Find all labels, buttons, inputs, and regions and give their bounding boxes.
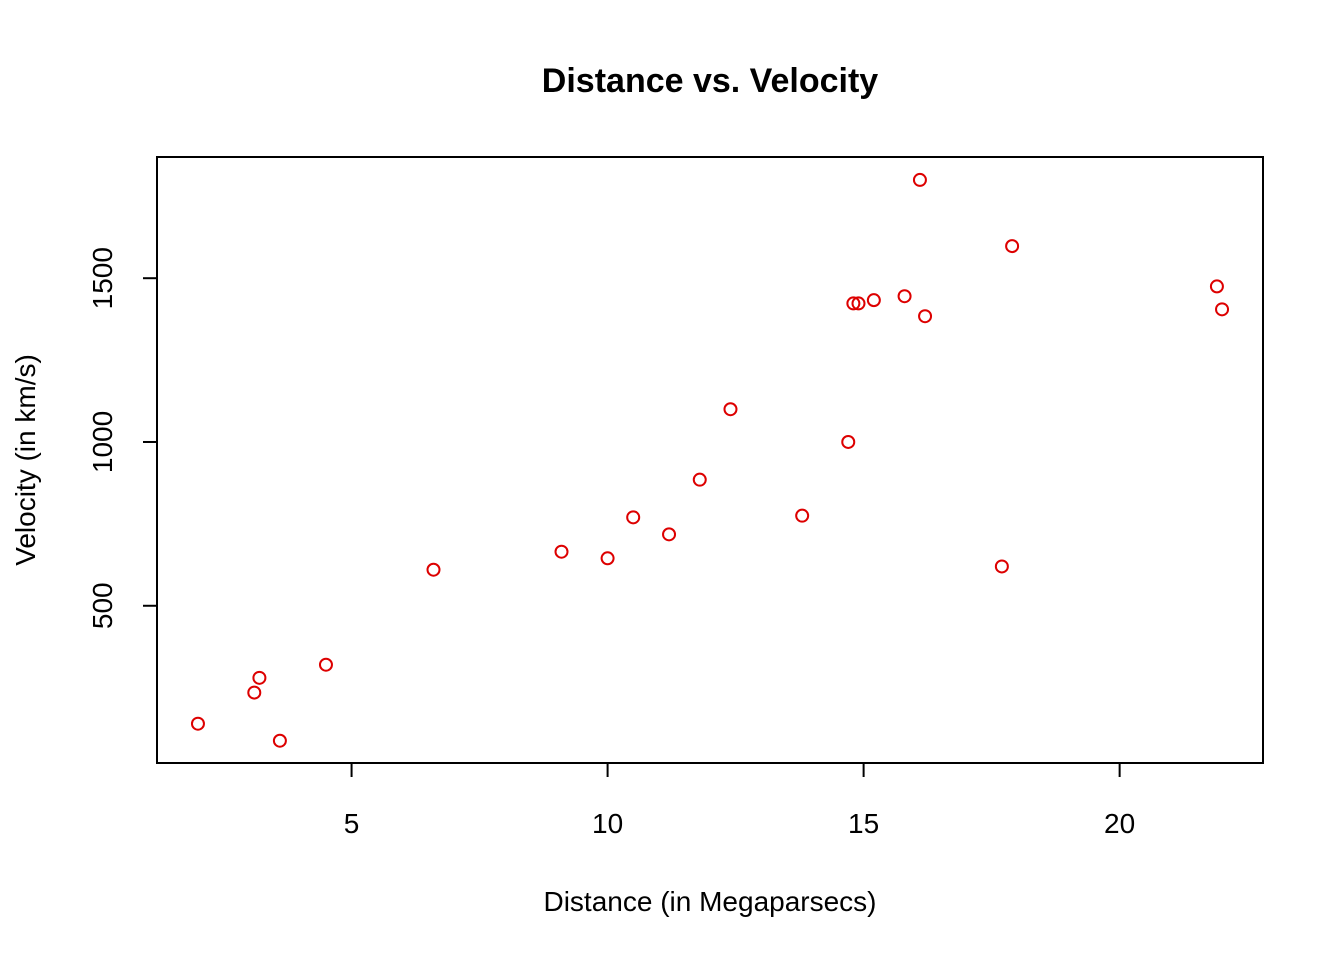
- data-point: [912, 172, 927, 187]
- data-point: [918, 309, 933, 324]
- y-tick-label: 1500: [87, 247, 118, 309]
- data-point: [600, 551, 615, 566]
- data-point: [247, 685, 262, 700]
- data-point: [846, 296, 861, 311]
- data-point: [841, 434, 856, 449]
- data-points: [190, 172, 1230, 748]
- data-point: [897, 289, 912, 304]
- data-point: [554, 544, 569, 559]
- data-point: [1215, 302, 1230, 317]
- data-point: [851, 296, 866, 311]
- data-point: [692, 472, 707, 487]
- x-tick-label: 10: [592, 808, 623, 839]
- data-point: [662, 527, 677, 542]
- data-point: [626, 510, 641, 525]
- data-point: [994, 559, 1009, 574]
- x-tick-label: 20: [1104, 808, 1135, 839]
- x-axis-label: Distance (in Megaparsecs): [543, 886, 876, 917]
- data-point: [318, 657, 333, 672]
- y-axis-label: Velocity (in km/s): [10, 354, 41, 566]
- data-point: [272, 733, 287, 748]
- x-tick-label: 5: [344, 808, 360, 839]
- y-tick-label: 500: [87, 582, 118, 629]
- data-point: [1209, 279, 1224, 294]
- data-point: [723, 402, 738, 417]
- data-point: [1005, 239, 1020, 254]
- data-point: [252, 670, 267, 685]
- plot-frame: [156, 156, 1264, 764]
- x-axis: 5 10 15 20: [344, 762, 1135, 839]
- chart-title: Distance vs. Velocity: [542, 62, 878, 100]
- y-tick-label: 1000: [87, 411, 118, 473]
- data-point: [866, 293, 881, 308]
- data-point: [795, 508, 810, 523]
- x-tick-label: 15: [848, 808, 879, 839]
- data-point: [426, 562, 441, 577]
- y-axis: 500 1000 1500: [87, 247, 158, 629]
- data-point: [190, 716, 205, 731]
